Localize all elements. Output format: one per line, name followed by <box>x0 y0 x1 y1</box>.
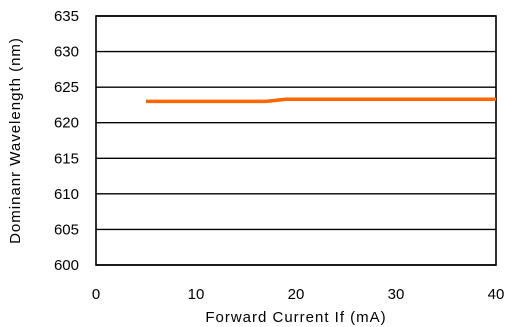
plot-frame <box>95 15 497 266</box>
y-tick-label: 625 <box>54 79 79 96</box>
series-line <box>146 97 496 104</box>
y-tick-label: 610 <box>54 186 79 203</box>
x-tick-label: 30 <box>388 286 405 303</box>
y-tick-label: 605 <box>54 221 79 238</box>
y-tick-label: 620 <box>54 115 79 132</box>
x-tick-label: 10 <box>188 286 205 303</box>
y-tick-label: 600 <box>54 257 79 274</box>
x-tick-label: 0 <box>92 286 100 303</box>
series-group <box>146 97 496 104</box>
grid-lines <box>96 15 496 266</box>
y-tick-label: 630 <box>54 44 79 61</box>
y-tick-label: 635 <box>54 8 79 25</box>
x-tick-label: 20 <box>288 286 305 303</box>
x-tick-label: 40 <box>488 286 505 303</box>
y-tick-labels: 600 605 610 615 620 625 630 635 <box>54 8 79 274</box>
x-tick-labels: 0 10 20 30 40 <box>92 286 505 303</box>
x-axis-title: Forward Current If (mA) <box>205 309 386 326</box>
y-axis-title: Dominanr Wavelength (nm) <box>7 37 24 244</box>
y-tick-label: 615 <box>54 150 79 167</box>
